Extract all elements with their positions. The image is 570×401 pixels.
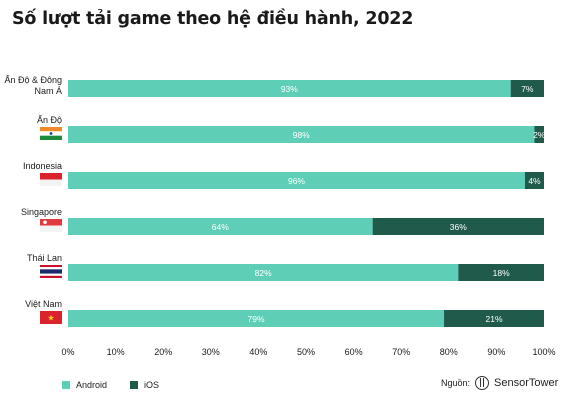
x-tick-label-2: 20% [154, 347, 172, 357]
category-label-0-1: Nam Á [34, 86, 62, 96]
bar-ios-2 [524, 172, 544, 189]
legend-item-ios: iOS [130, 380, 159, 390]
category-label-1: Ấn Độ [37, 115, 62, 125]
source-label: Nguồn: [441, 378, 471, 388]
data-label-ios-5: 21% [486, 314, 503, 324]
legend-swatch-android [62, 381, 70, 389]
x-tick-label-1: 10% [107, 347, 125, 357]
bar-android-5 [68, 310, 445, 327]
legend-label-ios: iOS [144, 380, 160, 390]
category-label-4: Thái Lan [27, 253, 62, 263]
x-tick-label-5: 50% [297, 347, 315, 357]
sensortower-logo-icon [475, 376, 490, 390]
data-label-ios-4: 18% [493, 268, 510, 278]
bar-android-3 [68, 218, 373, 235]
category-label-3: Singapore [21, 207, 62, 217]
bar-ios-3 [372, 218, 544, 235]
x-tick-label-9: 90% [487, 347, 505, 357]
source-credit: Nguồn: SensorTower [441, 376, 558, 390]
x-tick-label-4: 40% [249, 347, 267, 357]
vietnam-flag-icon [40, 311, 62, 324]
x-tick-label-6: 60% [345, 347, 363, 357]
x-tick-label-3: 30% [202, 347, 220, 357]
x-tick-label-10: 100% [532, 347, 555, 357]
x-tick-label-0: 0% [61, 347, 74, 357]
bar-ios-5 [444, 310, 544, 327]
category-label-0-0: Ấn Độ & Đông [4, 75, 62, 85]
bar-android-4 [68, 264, 459, 281]
legend-item-android: Android [62, 380, 107, 390]
legend-label-android: Android [76, 380, 108, 390]
x-tick-label-8: 80% [440, 347, 458, 357]
data-label-android-2: 96% [288, 176, 305, 186]
bar-ios-4 [458, 264, 544, 281]
india-flag-icon [40, 127, 62, 140]
source-brand: SensorTower [494, 377, 559, 389]
data-label-android-1: 98% [293, 130, 310, 140]
bar-ios-1 [534, 126, 544, 143]
data-label-ios-3: 36% [450, 222, 467, 232]
x-tick-label-7: 70% [392, 347, 410, 357]
data-label-android-3: 64% [212, 222, 229, 232]
data-label-ios-1: 2% [533, 130, 546, 140]
data-label-android-5: 79% [248, 314, 265, 324]
data-label-ios-0: 7% [521, 84, 534, 94]
data-label-android-4: 82% [255, 268, 272, 278]
singapore-flag-icon [40, 219, 62, 232]
bar-ios-0 [510, 80, 544, 97]
bar-android-1 [68, 126, 535, 143]
bar-android-2 [68, 172, 525, 189]
bar-android-0 [68, 80, 511, 97]
data-label-ios-2: 4% [528, 176, 541, 186]
data-label-android-0: 93% [281, 84, 298, 94]
chart-title: Số lượt tải game theo hệ điều hành, 2022 [12, 9, 414, 29]
category-label-5: Việt Nam [25, 299, 62, 309]
category-label-2: Indonesia [23, 161, 62, 171]
indonesia-flag-icon [40, 173, 62, 186]
thailand-flag-icon [40, 265, 62, 278]
legend-swatch-ios [130, 381, 138, 389]
